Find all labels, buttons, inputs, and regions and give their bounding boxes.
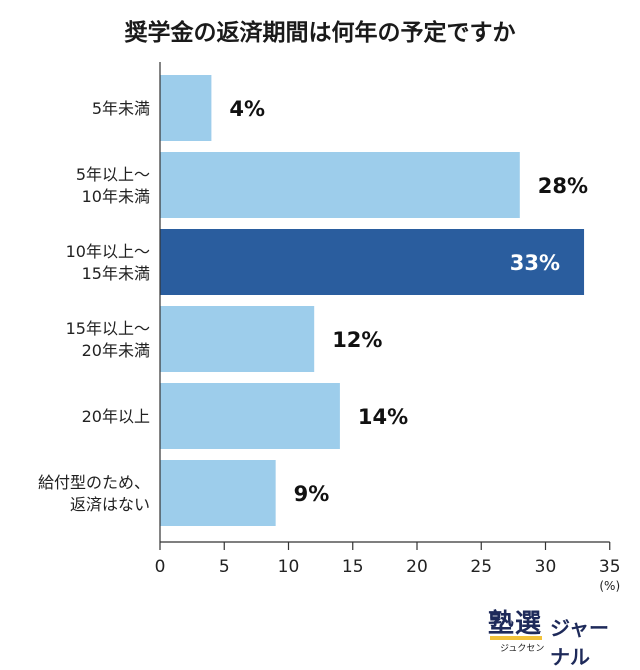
chart-title: 奨学金の返済期間は何年の予定ですか: [125, 19, 516, 46]
value-label-3: 12%: [332, 328, 382, 352]
plot-area: 5年未満 4% 5年以上〜 10年未満 28% 10年以上〜 15年未満 33% 15年以上〜 2…: [38, 62, 621, 593]
category-label-2: 10年以上〜 15年未満: [66, 242, 150, 283]
logo-wordmark: ジャーナル: [550, 616, 609, 669]
category-label-4: 20年以上: [82, 407, 150, 426]
x-tick-label-7: 35: [599, 557, 621, 577]
bar-chart: 奨学金の返済期間は何年の予定ですか 5年未満 4% 5年以上〜 10年未満 28% 10年…: [38, 19, 621, 593]
category-label-1: 5年以上〜 10年未満: [76, 165, 150, 206]
x-tick-label-4: 20: [406, 557, 428, 577]
value-label-0: 4%: [229, 97, 265, 121]
logo-subtext: ジュクセン: [500, 644, 545, 654]
bar-1: [160, 152, 520, 218]
value-label-2: 33%: [510, 251, 560, 275]
x-tick-label-0: 0: [155, 557, 166, 577]
x-tick-label-2: 10: [278, 557, 300, 577]
x-tick-label-3: 15: [342, 557, 364, 577]
category-label-3: 15年以上〜 20年未満: [66, 319, 150, 360]
x-tick-label-6: 30: [535, 557, 557, 577]
value-label-1: 28%: [538, 174, 588, 198]
bar-5: [160, 460, 276, 526]
x-tick-label-1: 5: [219, 557, 230, 577]
logo: 塾選 ジュクセン ジャーナル: [488, 603, 628, 669]
x-axis-unit: (%): [599, 579, 620, 593]
bar-4: [160, 383, 340, 449]
bar-0: [160, 75, 212, 141]
logo-underline: [490, 636, 542, 640]
category-label-0: 5年未満: [92, 99, 150, 118]
value-label-4: 14%: [358, 405, 408, 429]
logo-mark: 塾選: [488, 609, 543, 639]
bar-2: [160, 229, 585, 295]
x-tick-label-5: 25: [470, 557, 492, 577]
value-label-5: 9%: [294, 482, 330, 506]
bar-3: [160, 306, 315, 372]
category-label-5: 給付型のため、返済はない: [38, 473, 150, 514]
